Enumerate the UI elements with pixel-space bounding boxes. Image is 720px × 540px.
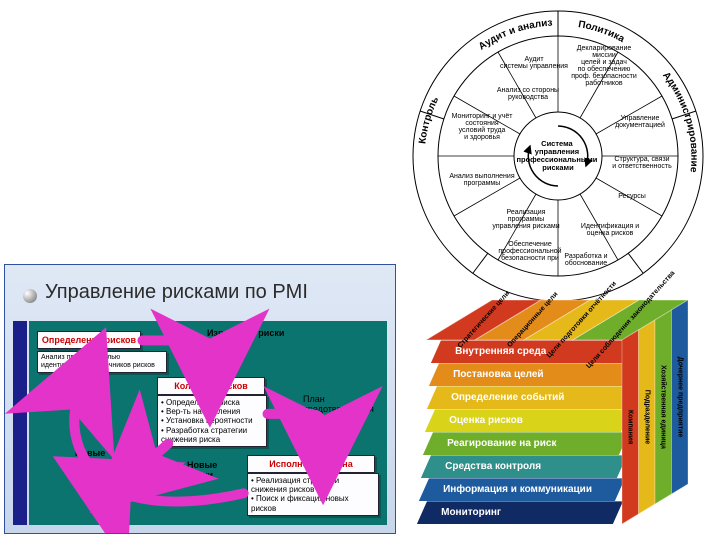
wheel-cell-9: Разработка иобоснование: [564, 252, 607, 267]
b3-i0: • Определение риска: [161, 398, 263, 407]
wheel-cell-6: Структура, связии ответственность: [612, 156, 672, 170]
box-execute-body: • Реализация стратегии снижения рисков •…: [247, 473, 379, 516]
wheel-cell-8: Идентификация иоценка рисков: [581, 223, 639, 237]
pmi-accent-bar: [13, 321, 27, 525]
box-execute-title: Исполнение плана: [247, 455, 375, 473]
label-plan: План предотвращения риска: [303, 395, 383, 425]
b3-i2: • Установка вероятности: [161, 416, 263, 425]
cube-top-label: Цели соблюдения законодательства: [601, 298, 661, 342]
coso-cube: Внутренняя средаПостановка целейОпределе…: [416, 296, 716, 534]
box-define-risks: Определение рисков: [37, 331, 141, 349]
label-new2: Новые риски: [187, 461, 237, 481]
wheel-svg: Аудит и анализ Политика Администрировани…: [408, 6, 708, 306]
box-qual-quant-title: Кол./Кач. рисков: [157, 377, 265, 395]
box-analyze: Анализ проекта с целью идентификации ист…: [37, 351, 167, 373]
wheel-cell-7: Ресурсы: [618, 193, 646, 200]
b4-i1: • Поиск и фиксация новых рисков: [251, 494, 375, 512]
box-qual-quant-body: • Определение риска • Вер-ть наступления…: [157, 395, 267, 447]
b3-i1: • Вер-ть наступления: [161, 407, 263, 416]
cube-side-label-text: Дочернее предприятие: [676, 357, 683, 438]
cube-side-label-text: Компания: [627, 410, 634, 444]
label-new1: Новые риски: [75, 449, 125, 469]
label-known-risks: Известные риски: [207, 329, 284, 339]
cube-side-label-text: Хозяйственная единица: [660, 365, 667, 449]
b3-i3: • Разработка стратегии снижения риска: [161, 426, 263, 444]
cube-side-label: Дочернее предприятие: [670, 347, 690, 447]
wheel-cell-5: Управлениедокументацией: [615, 115, 665, 129]
label-plan-text: План предотвращения риска: [303, 394, 374, 424]
bullet-icon: [23, 289, 37, 303]
pmi-flowchart: Управление рисками по PMI Определение ри…: [4, 264, 396, 534]
b4-i0: • Реализация стратегии снижения рисков: [251, 476, 375, 494]
ohs-wheel-diagram: Аудит и анализ Политика Администрировани…: [408, 6, 708, 306]
cube-side-label-text: Подразделение: [643, 390, 650, 444]
pmi-title: Управление рисками по PMI: [45, 281, 308, 304]
